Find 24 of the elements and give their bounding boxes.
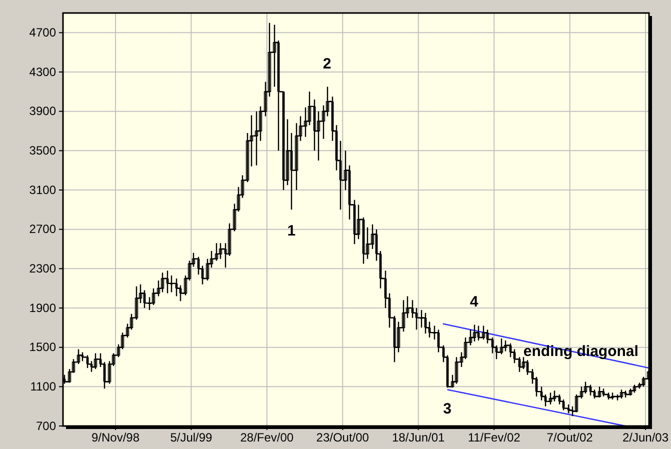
y-tick-label: 3900 xyxy=(29,104,56,118)
annotation: 2 xyxy=(322,56,332,73)
annotation: ending diagonal xyxy=(523,343,638,360)
x-tick-label: 28/Fev/00 xyxy=(240,430,294,445)
x-tick-label: 11/Fev/02 xyxy=(468,430,521,445)
x-tick-label: 7/Out/02 xyxy=(546,430,594,445)
annotation: 3 xyxy=(443,400,452,418)
y-tick-label: 3500 xyxy=(29,144,56,158)
y-tick-label: 1100 xyxy=(30,380,56,394)
x-tick-label: 2/Jun/03 xyxy=(622,430,669,445)
annotation: 4 xyxy=(470,294,479,311)
y-tick-label: 4300 xyxy=(29,64,56,79)
y-tick-label: 4700 xyxy=(29,26,56,40)
y-tick-label: 1900 xyxy=(29,300,56,315)
x-tick-label: 23/Out/00 xyxy=(316,430,370,445)
y-tick-label: 1500 xyxy=(29,340,56,354)
x-tick-label: 18/Jun/01 xyxy=(392,430,446,445)
x-tick-label: 9/Nov/98 xyxy=(91,430,140,445)
y-tick-label: 3100 xyxy=(29,182,56,197)
x-tick-label: 5/Jul/99 xyxy=(170,430,213,445)
y-tick-label: 700 xyxy=(36,418,56,433)
y-tick-label: 2300 xyxy=(29,262,56,276)
y-tick-label: 2700 xyxy=(29,222,56,236)
annotation: 1 xyxy=(287,222,296,240)
